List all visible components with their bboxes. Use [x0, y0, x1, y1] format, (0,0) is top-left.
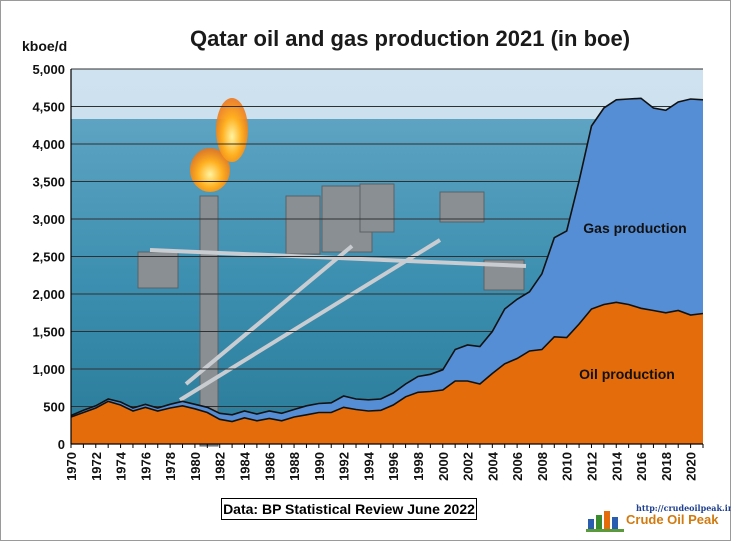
annotation-oil-production: Oil production: [579, 366, 675, 382]
y-tick-labels: 0 500 1,000 1,500 2,000 2,500 3,000 3,500 4,000 4…: [32, 62, 65, 452]
area-gas-production: [71, 98, 703, 422]
y-tick-label: 3,000: [32, 212, 65, 227]
x-tick-label: 1974: [114, 451, 129, 481]
y-tick-label: 500: [43, 400, 65, 415]
y-tick-label: 1,500: [32, 325, 65, 340]
x-tick-label: 1972: [89, 452, 104, 481]
crude-oil-peak-logo[interactable]: http://crudeoilpeak.info Crude Oil Peak: [586, 503, 731, 532]
x-tick-label: 1982: [213, 452, 228, 481]
series-outline-1: [70, 97, 704, 417]
y-tick-label: 2,500: [32, 250, 65, 265]
x-tick-label: 1984: [237, 451, 252, 481]
x-tick-label: 2010: [560, 452, 575, 481]
x-tick-label: 2014: [609, 451, 624, 481]
x-tick-labels: 1970 1972 1974 1976 1978 1980 1982 1984 1986 1988…: [64, 451, 699, 481]
x-tick-label: 2018: [659, 452, 674, 481]
x-tick-label: 2000: [436, 452, 451, 481]
x-tick-label: 2004: [485, 451, 500, 481]
x-tick-label: 1978: [163, 452, 178, 481]
y-tick-label: 5,000: [32, 62, 65, 77]
stacked-areas: [70, 97, 704, 444]
x-tick-label: 1970: [64, 452, 79, 481]
oil-drops-icon: [586, 511, 624, 532]
x-tick-label: 2016: [634, 452, 649, 481]
x-tick-label: 1976: [138, 452, 153, 481]
data-source-note: Data: BP Statistical Review June 2022: [221, 498, 477, 520]
y-tick-label: 4,500: [32, 100, 65, 115]
x-tick-label: 2012: [584, 452, 599, 481]
logo-name: Crude Oil Peak: [626, 512, 719, 527]
y-tick-label: 0: [58, 437, 65, 452]
y-tick-label: 3,500: [32, 175, 65, 190]
x-tick-label: 2020: [684, 452, 699, 481]
x-tick-label: 1996: [386, 452, 401, 481]
annotation-gas-production: Gas production: [583, 220, 686, 236]
y-tick-label: 4,000: [32, 137, 65, 152]
logo-url[interactable]: http://crudeoilpeak.info: [636, 503, 731, 513]
y-tick-label: 2,000: [32, 287, 65, 302]
x-tick-label: 1990: [312, 452, 327, 481]
x-tick-label: 1986: [262, 452, 277, 481]
x-tick-label: 2002: [461, 452, 476, 481]
x-tick-label: 2008: [535, 452, 550, 481]
axes: [70, 69, 704, 448]
chart-title: Qatar oil and gas production 2021 (in bo…: [189, 26, 631, 51]
x-tick-label: 1994: [361, 451, 376, 481]
x-tick-label: 1988: [287, 452, 302, 481]
y-tick-label: 1,000: [32, 362, 65, 377]
y-axis-unit-label: kboe/d: [22, 38, 68, 54]
x-tick-label: 1998: [411, 452, 426, 481]
series-outline-0: [70, 301, 704, 423]
x-tick-label: 1992: [337, 452, 352, 481]
series-annotations: Gas production Oil production: [579, 220, 687, 382]
x-tick-label: 1980: [188, 452, 203, 481]
x-tick-label: 2006: [510, 452, 525, 481]
area-oil-production: [71, 302, 703, 444]
